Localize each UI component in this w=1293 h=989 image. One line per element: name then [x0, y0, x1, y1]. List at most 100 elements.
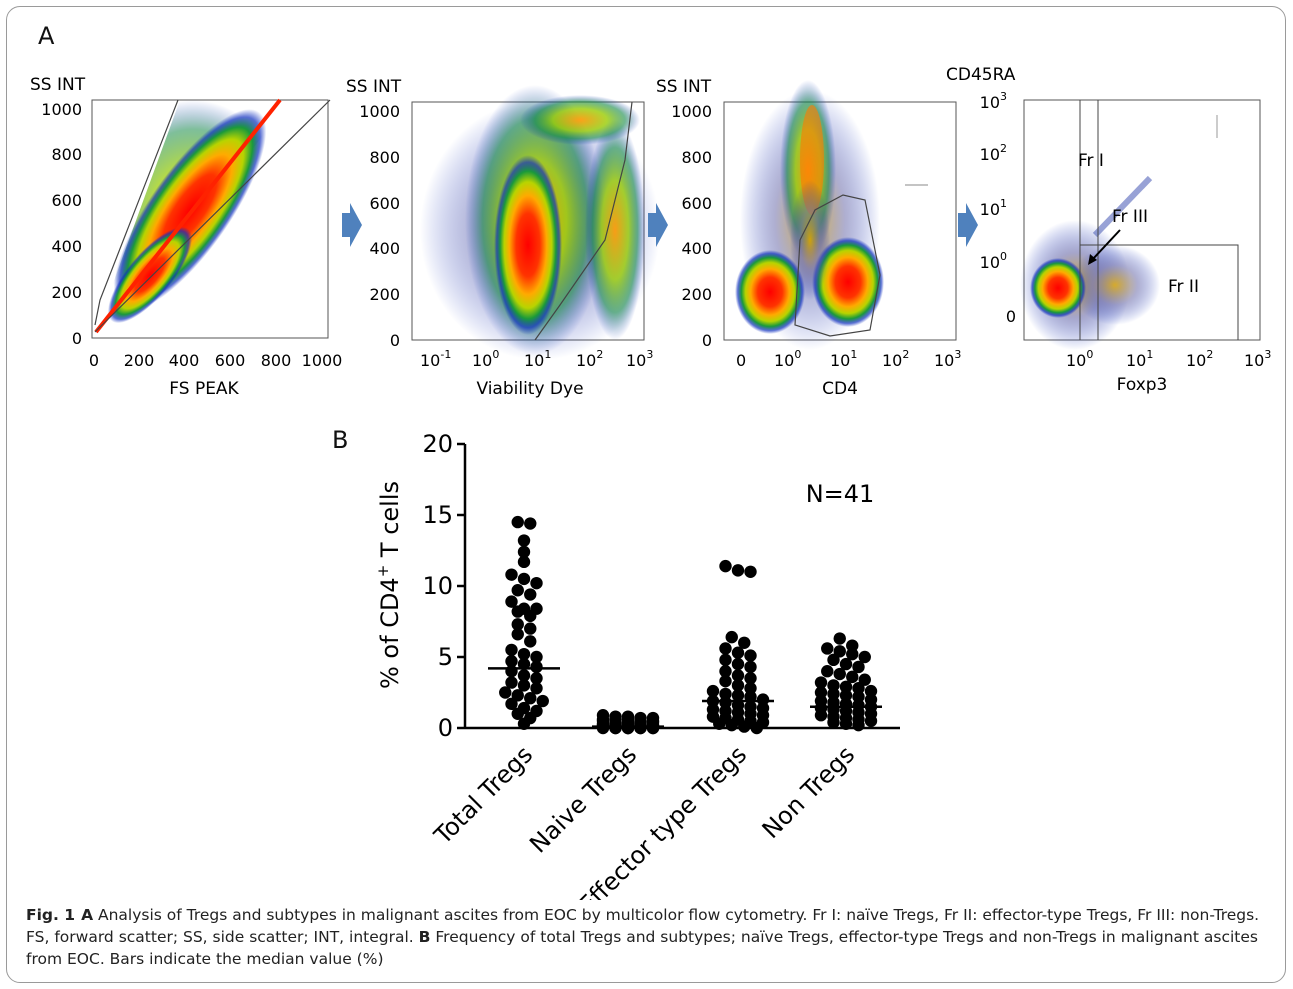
- gate-label-fr-ii: Fr II: [1168, 277, 1199, 297]
- svg-text:800: 800: [369, 148, 400, 167]
- svg-text:0: 0: [702, 331, 712, 350]
- y-axis: 0 5 10 15 20: [422, 430, 900, 742]
- figure-frame: [6, 6, 1286, 983]
- caption-a-text: Analysis of Tregs and subtypes in malign…: [26, 906, 1260, 946]
- data-point: [596, 721, 610, 735]
- data-point: [511, 515, 524, 529]
- data-point: [505, 676, 518, 689]
- data-point: [827, 716, 840, 729]
- data-point: [530, 660, 543, 674]
- y-axis-label: % of CD4+ T cells: [374, 481, 404, 689]
- data-point: [511, 618, 524, 631]
- flow-plot-3-xlabel: CD4: [822, 379, 858, 399]
- x-tick-label: Naive Tregs: [524, 740, 642, 858]
- data-point: [731, 669, 745, 682]
- flow-plot-2-ylabel: SS INT: [346, 77, 402, 97]
- data-point: [530, 650, 543, 664]
- svg-text:100: 100: [774, 348, 801, 370]
- svg-text:1000: 1000: [359, 102, 400, 121]
- data-point: [609, 721, 622, 735]
- data-point: [846, 639, 859, 652]
- data-point: [524, 517, 537, 530]
- data-point: [646, 721, 660, 735]
- svg-text:101: 101: [980, 197, 1007, 219]
- data-point: [738, 636, 751, 649]
- data-point: [852, 682, 865, 695]
- svg-text:400: 400: [369, 239, 400, 258]
- data-point: [505, 665, 518, 678]
- svg-text:100: 100: [1066, 348, 1093, 370]
- svg-text:200: 200: [124, 351, 155, 370]
- flow-plot-1-xlabel: FS PEAK: [169, 379, 239, 399]
- data-point: [725, 718, 738, 732]
- svg-text:103: 103: [1244, 348, 1271, 370]
- data-point: [511, 584, 524, 597]
- flow-plot-3-xticks: 0 100 101 102 103: [736, 348, 961, 370]
- data-point: [621, 721, 635, 735]
- svg-text:102: 102: [1186, 348, 1213, 370]
- y-tick-label: 10: [422, 572, 453, 600]
- svg-text:600: 600: [51, 191, 82, 210]
- data-point: [505, 568, 518, 581]
- sample-size-annotation: N=41: [806, 480, 875, 508]
- data-point: [511, 628, 524, 641]
- svg-text:1000: 1000: [41, 100, 82, 119]
- data-point: [839, 680, 853, 694]
- figure-caption: Fig. 1 A Analysis of Tregs and subtypes i…: [26, 904, 1271, 970]
- svg-text:0: 0: [72, 329, 82, 348]
- data-point: [852, 690, 865, 703]
- svg-text:800: 800: [51, 145, 82, 164]
- flow-plot-4-yticks: 0 100 101 102 103: [980, 90, 1016, 326]
- data-point: [852, 718, 865, 732]
- data-point: [833, 667, 846, 681]
- caption-a-letter: A: [81, 906, 94, 924]
- data-point: [827, 679, 840, 692]
- data-point: [517, 555, 531, 569]
- svg-text:101: 101: [524, 348, 551, 370]
- data-point: [719, 559, 732, 573]
- svg-text:1000: 1000: [302, 351, 343, 370]
- data-point: [821, 642, 834, 655]
- data-point: [524, 635, 537, 648]
- data-point: [725, 630, 738, 644]
- data-point: [719, 642, 732, 655]
- data-point: [505, 595, 518, 608]
- data-point: [530, 576, 543, 590]
- svg-text:102: 102: [882, 348, 909, 370]
- flow-plot-1-yticks: 1000 800 600 400 200 0: [41, 100, 82, 348]
- svg-text:400: 400: [169, 351, 200, 370]
- y-tick-label: 15: [422, 501, 453, 529]
- gating-arrow-2: [648, 203, 668, 247]
- data-point: [852, 660, 865, 674]
- x-tick-label: Non Tregs: [757, 740, 861, 844]
- data-point: [524, 609, 537, 623]
- data-point: [858, 650, 871, 664]
- data-point: [517, 679, 531, 692]
- y-tick-label: 5: [438, 643, 453, 671]
- svg-text:200: 200: [681, 285, 712, 304]
- data-point: [744, 649, 757, 662]
- data-point: [505, 697, 518, 711]
- svg-text:0: 0: [89, 351, 99, 370]
- x-tick-label: Total Tregs: [428, 740, 538, 850]
- data-point: [536, 694, 549, 708]
- flow-plot-2-yticks: 1000 800 600 400 200 0: [359, 102, 400, 350]
- data-point: [814, 686, 828, 699]
- data-point: [750, 721, 763, 735]
- data-point: [738, 720, 751, 733]
- data-point: [744, 565, 757, 578]
- flow-plot-2-xticks: 10-1 100 101 102 103: [420, 348, 653, 370]
- svg-text:101: 101: [1126, 348, 1153, 370]
- svg-text:101: 101: [830, 348, 857, 370]
- svg-text:100: 100: [472, 348, 499, 370]
- svg-text:400: 400: [681, 239, 712, 258]
- y-tick-label: 0: [438, 714, 453, 742]
- flow-plot-2-density: [420, 85, 660, 360]
- flow-plot-1: SS INT 1000 800 600 400 200 0 0 200 400 …: [30, 75, 342, 399]
- data-point: [821, 665, 834, 678]
- svg-text:800: 800: [261, 351, 292, 370]
- flow-cytometry-panel: SS INT 1000 800 600 400 200 0 0 200 400 …: [30, 65, 1271, 399]
- flow-plot-3-yticks: 1000 800 600 400 200 0: [671, 102, 712, 350]
- data-point: [524, 622, 537, 635]
- svg-text:0: 0: [390, 331, 400, 350]
